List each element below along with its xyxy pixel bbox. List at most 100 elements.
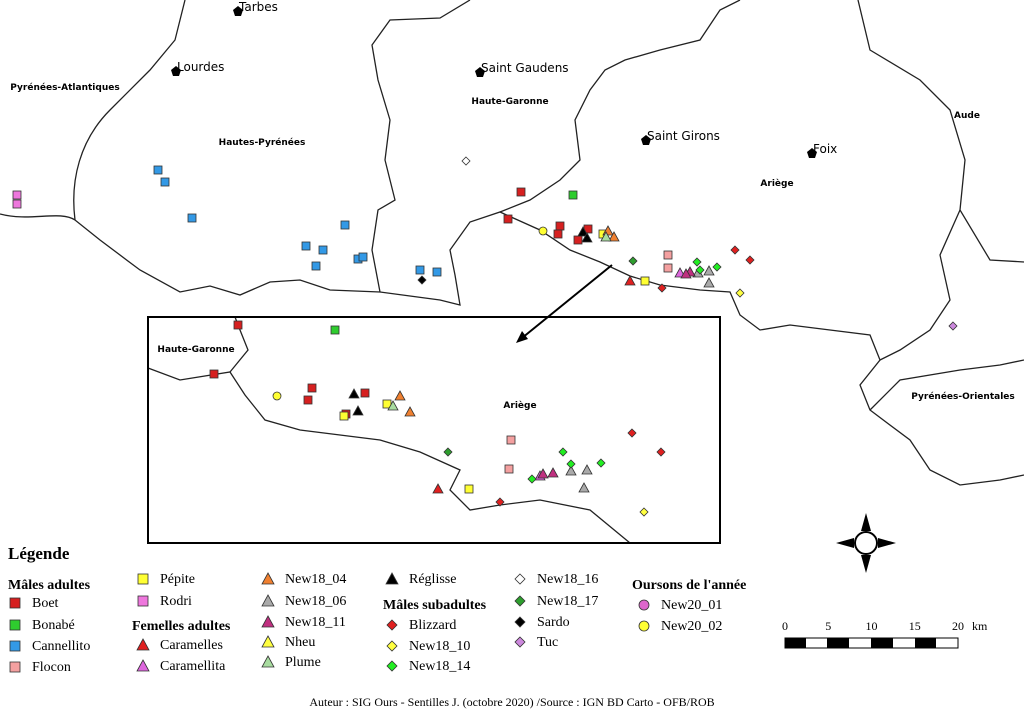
marker xyxy=(703,265,715,276)
marker xyxy=(233,320,243,330)
marker xyxy=(340,220,350,230)
marker xyxy=(516,187,526,197)
marker xyxy=(514,616,526,628)
department-label: Aude xyxy=(954,111,980,121)
marker xyxy=(9,661,21,673)
marker xyxy=(443,447,453,457)
marker xyxy=(160,177,170,187)
town-icon xyxy=(171,66,181,76)
marker xyxy=(261,655,275,668)
marker xyxy=(581,232,593,243)
inset-frame xyxy=(147,316,721,544)
town-icon xyxy=(233,6,243,16)
marker xyxy=(352,405,364,416)
legend-item: New18_16 xyxy=(537,572,598,587)
marker xyxy=(12,190,22,200)
marker xyxy=(514,595,526,607)
department-label: Haute-Garonne xyxy=(471,97,548,107)
marker xyxy=(386,660,398,672)
marker xyxy=(573,235,583,245)
legend-group-title: Oursons de l'année xyxy=(632,578,746,593)
marker xyxy=(307,383,317,393)
marker xyxy=(137,595,149,607)
legend-item: Blizzard xyxy=(409,618,456,633)
marker xyxy=(663,250,673,260)
marker xyxy=(386,640,398,652)
marker xyxy=(657,283,667,293)
scale-label: 0 xyxy=(782,619,788,633)
legend-item: Caramellita xyxy=(160,659,226,674)
marker xyxy=(628,256,638,266)
marker xyxy=(538,226,548,236)
scale-unit: km xyxy=(972,619,988,633)
department-label: Hautes-Pyrénées xyxy=(219,137,306,148)
marker xyxy=(553,229,563,239)
marker xyxy=(394,390,406,401)
marker xyxy=(385,572,399,585)
marker xyxy=(464,484,474,494)
marker xyxy=(417,275,427,285)
marker xyxy=(703,277,715,288)
marker xyxy=(692,257,702,267)
town-icon xyxy=(641,135,651,145)
marker xyxy=(745,255,755,265)
place-label: Tarbes xyxy=(238,0,278,14)
marker xyxy=(432,267,442,277)
marker xyxy=(581,464,593,475)
marker xyxy=(600,231,612,242)
department-label: Pyrénées-Atlantiques xyxy=(10,82,119,93)
legend-item: Bonabé xyxy=(32,618,75,633)
marker xyxy=(209,369,219,379)
marker xyxy=(640,276,650,286)
legend-item: New18_17 xyxy=(537,594,598,609)
department-label: Ariège xyxy=(760,178,793,189)
observations xyxy=(12,156,958,517)
marker xyxy=(311,261,321,271)
marker xyxy=(261,572,275,585)
place-label: Lourdes xyxy=(177,60,224,74)
scale-label: 10 xyxy=(866,619,878,633)
legend-item: Caramelles xyxy=(160,638,223,653)
legend-item: Plume xyxy=(285,655,321,670)
marker xyxy=(596,458,606,468)
marker xyxy=(514,636,526,648)
place-label: Saint Girons xyxy=(647,129,720,143)
legend-item: Sardo xyxy=(537,615,570,630)
legend-item: Cannellito xyxy=(32,639,90,654)
marker xyxy=(358,252,368,262)
marker xyxy=(348,388,360,399)
legend-item: New20_01 xyxy=(661,598,722,613)
marker xyxy=(387,400,399,411)
marker xyxy=(712,262,722,272)
marker xyxy=(261,615,275,628)
marker xyxy=(695,265,705,275)
marker xyxy=(404,406,416,417)
marker xyxy=(527,474,537,484)
inset-label: Haute-Garonne xyxy=(157,345,234,355)
marker xyxy=(153,165,163,175)
marker xyxy=(639,507,649,517)
department-label: Pyrénées-Orientales xyxy=(911,391,1015,402)
marker xyxy=(514,573,526,585)
place-label: Foix xyxy=(813,142,837,156)
marker xyxy=(537,468,549,479)
marker xyxy=(272,391,282,401)
marker xyxy=(568,190,578,200)
legend-title: Légende xyxy=(8,544,70,563)
legend-item: New20_02 xyxy=(661,619,722,634)
marker xyxy=(136,638,150,651)
marker xyxy=(187,213,197,223)
marker xyxy=(303,395,313,405)
legend-item: Boet xyxy=(32,596,59,611)
credit: Auteur : SIG Ours - Sentilles J. (octobr… xyxy=(309,695,714,709)
legend-item: Flocon xyxy=(32,660,71,675)
scale-bar xyxy=(784,637,959,649)
legend-group-title: Mâles adultes xyxy=(8,578,91,593)
marker xyxy=(735,288,745,298)
legend-item: Nheu xyxy=(285,635,315,650)
legend-item: New18_11 xyxy=(285,615,346,630)
marker xyxy=(9,597,21,609)
legend-group-title: Femelles adultes xyxy=(132,619,231,634)
marker xyxy=(638,599,650,611)
